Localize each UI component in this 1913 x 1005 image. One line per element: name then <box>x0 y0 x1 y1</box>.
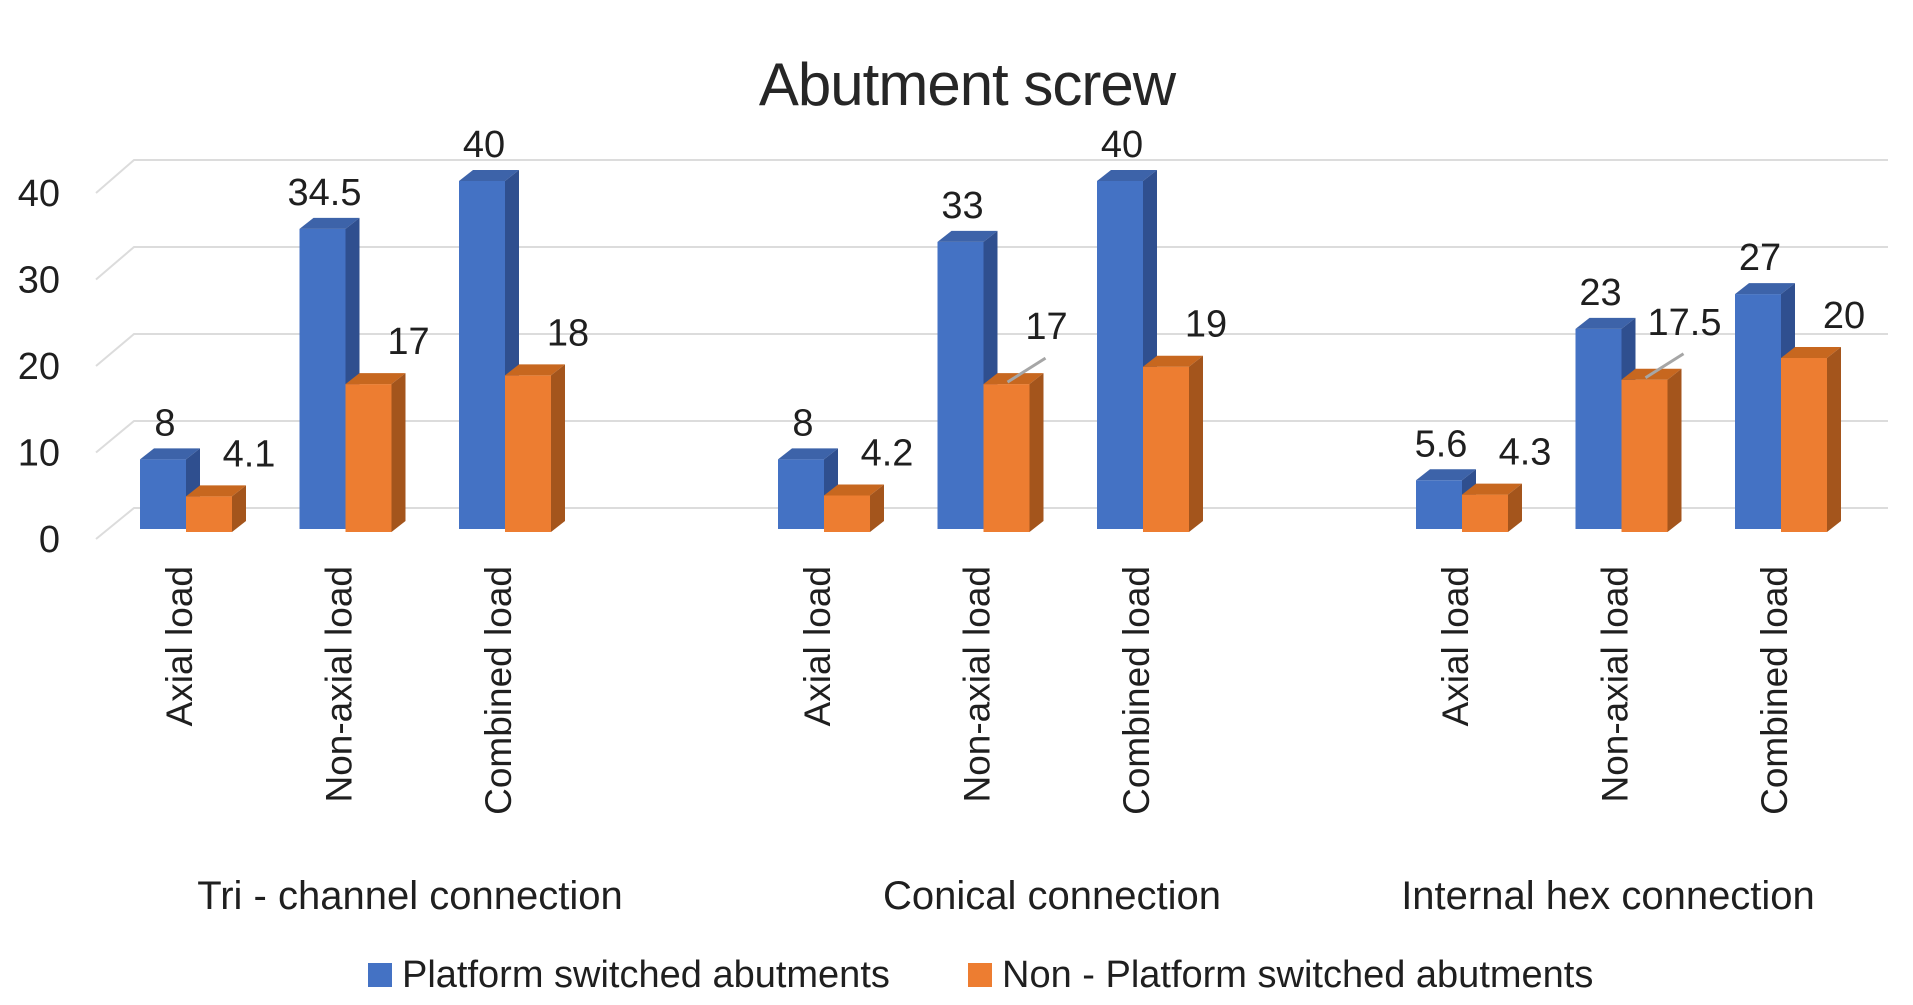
legend-item-non-platform-switched: Non - Platform switched abutments <box>968 951 1593 999</box>
legend-swatch-orange <box>968 963 992 987</box>
bar-front-g0c2-s0 <box>459 181 505 529</box>
bar-side-g0c2-s1 <box>551 364 565 532</box>
data-label-g1c2-s0: 40 <box>1101 124 1143 166</box>
data-label-g1c0-s0: 8 <box>792 402 813 444</box>
bar-top-g1c2-s0 <box>1097 170 1157 181</box>
category-label-g1c2: Combined load <box>1116 566 1157 815</box>
bar-top-g2c0-s0 <box>1416 469 1476 481</box>
legend-label: Non - Platform switched abutments <box>1002 953 1594 996</box>
bar-front-g0c1-s1 <box>345 384 392 532</box>
bar-front-g0c0-s0 <box>140 459 186 529</box>
data-label-g2c1-s1: 17.5 <box>1648 302 1722 344</box>
gridline-20 <box>95 333 1888 367</box>
gridline-40 <box>95 159 1888 194</box>
bar-top-g2c2-s0 <box>1735 283 1795 295</box>
gridline-30 <box>95 246 1888 281</box>
data-label-leader-g1c1 <box>1006 356 1047 384</box>
gridline-10 <box>95 420 1888 454</box>
data-label-g2c2-s0: 27 <box>1739 237 1781 279</box>
bar-front-g2c2-s0 <box>1735 294 1781 529</box>
bar-top-g1c0-s1 <box>824 484 884 496</box>
bar-top-g2c1-s0 <box>1575 317 1636 329</box>
bar-front-g2c1-s0 <box>1575 328 1622 529</box>
bar-top-g2c2-s1 <box>1781 347 1841 358</box>
data-label-g0c2-s0: 40 <box>463 124 505 166</box>
category-label-g0c0: Axial load <box>159 566 200 726</box>
category-label-g1c1: Non-axial load <box>957 566 998 803</box>
bar-top-g0c1-s0 <box>299 217 360 229</box>
data-label-g2c2-s1: 20 <box>1823 295 1865 337</box>
bar-front-g0c0-s1 <box>186 496 232 532</box>
bar-side-g1c0-s1 <box>870 484 884 532</box>
bar-front-g1c1-s1 <box>983 384 1030 532</box>
category-label-g2c2: Combined load <box>1754 566 1795 815</box>
data-label-g0c0-s0: 8 <box>154 402 175 444</box>
y-axis-tick-0: 0 <box>39 519 60 561</box>
bar-top-g0c1-s1 <box>345 373 406 385</box>
y-axis-tick-40: 40 <box>18 173 60 215</box>
data-label-g0c0-s1: 4.1 <box>223 433 276 475</box>
bar-front-g1c2-s0 <box>1097 181 1143 529</box>
bar-front-g2c0-s1 <box>1462 494 1508 532</box>
bar-front-g0c2-s1 <box>505 375 551 532</box>
chart-title: Abutment screw <box>758 51 1176 118</box>
data-label-g2c1-s0: 23 <box>1579 272 1621 314</box>
bar-front-g1c2-s1 <box>1143 366 1189 532</box>
y-axis-tick-20: 20 <box>18 346 60 388</box>
group-label-tri-channel: Tri - channel connection <box>197 874 623 918</box>
bar-front-g1c0-s1 <box>824 495 870 532</box>
legend-item-platform-switched: Platform switched abutments <box>368 951 890 999</box>
bar-side-g2c0-s1 <box>1508 483 1522 532</box>
data-label-leader-g2c1 <box>1644 352 1685 380</box>
group-label-internal-hex: Internal hex connection <box>1401 874 1815 918</box>
category-label-g2c0: Axial load <box>1435 566 1476 726</box>
bar-side-g1c1-s1 <box>1029 373 1044 532</box>
bar-top-g0c2-s1 <box>505 364 565 376</box>
bar-top-g0c0-s0 <box>140 448 200 460</box>
bar-front-g0c1-s0 <box>299 228 346 529</box>
category-label-g1c0: Axial load <box>797 566 838 726</box>
data-label-g1c1-s0: 33 <box>941 185 983 227</box>
legend-label: Platform switched abutments <box>402 953 890 996</box>
data-label-g0c2-s1: 18 <box>547 312 589 354</box>
bar-top-g1c0-s0 <box>778 448 838 460</box>
group-label-conical: Conical connection <box>883 874 1221 918</box>
y-axis-tick-10: 10 <box>18 433 60 475</box>
bar-top-g1c2-s1 <box>1143 355 1203 367</box>
data-label-g2c0-s1: 4.3 <box>1499 432 1552 474</box>
bar-front-g1c0-s0 <box>778 459 824 529</box>
data-label-g1c1-s1: 17 <box>1025 306 1067 348</box>
bar-top-g0c0-s1 <box>186 485 246 497</box>
bar-side-g0c1-s1 <box>391 373 406 532</box>
y-axis-tick-30: 30 <box>18 260 60 302</box>
bar-top-g2c0-s1 <box>1462 483 1522 495</box>
gridline-0 <box>95 507 1888 540</box>
bar-front-g2c1-s1 <box>1621 379 1668 532</box>
bar-side-g2c1-s1 <box>1667 368 1682 532</box>
bar-top-g0c2-s0 <box>459 170 519 181</box>
legend-swatch-blue <box>368 963 392 987</box>
data-label-g1c0-s1: 4.2 <box>861 432 914 474</box>
category-label-g2c1: Non-axial load <box>1595 566 1636 803</box>
bar-front-g2c0-s0 <box>1416 480 1462 529</box>
data-label-g0c1-s0: 34.5 <box>288 172 362 214</box>
bar-front-g1c1-s0 <box>937 241 984 529</box>
category-label-g0c1: Non-axial load <box>319 566 360 803</box>
bar-side-g1c2-s1 <box>1189 355 1203 532</box>
data-label-g1c2-s1: 19 <box>1185 304 1227 346</box>
bar-top-g1c1-s0 <box>937 230 998 242</box>
data-label-g0c1-s1: 17 <box>387 321 429 363</box>
bar-side-g0c0-s1 <box>232 485 246 532</box>
bar-side-g2c2-s1 <box>1827 347 1841 532</box>
data-label-g2c0-s0: 5.6 <box>1415 423 1468 465</box>
bar-front-g2c2-s1 <box>1781 358 1827 532</box>
category-label-g0c2: Combined load <box>478 566 519 815</box>
